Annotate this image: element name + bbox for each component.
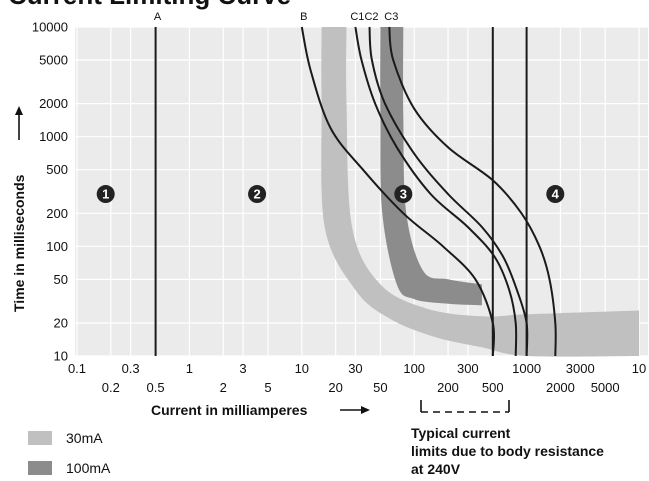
y-tick-label: 5000 (39, 53, 68, 68)
y-tick-labels: 10000 5000 2000 1000 500 200 100 50 20 10 (32, 20, 68, 364)
x-tick-label: 2000 (546, 380, 575, 395)
y-axis-arrow (15, 106, 23, 140)
annotation-line-3: at 240V (411, 461, 461, 477)
legend-label-30ma: 30mA (66, 430, 103, 446)
x-tick-label: 1000 (512, 361, 541, 376)
legend: 30mA 100mA (28, 430, 111, 476)
band-100ma (380, 27, 482, 306)
band-30ma (321, 27, 639, 357)
y-tick-label: 10000 (32, 20, 68, 35)
zone-3-label: 3 (400, 187, 407, 202)
y-tick-label: 100 (46, 239, 68, 254)
x-tick-label: 1 (186, 361, 193, 376)
curve-lines: A B C1 C2 C3 (154, 11, 557, 357)
chart-title: Current Limiting Curve (8, 0, 291, 10)
x-tick-label: 100 (403, 361, 425, 376)
curve-a-label: A (154, 11, 162, 23)
curve-c1-label: C1 (350, 11, 364, 23)
zone-2-label: 2 (253, 187, 260, 202)
x-tick-label: 10 (295, 361, 309, 376)
x-axis-label: Current in milliamperes (151, 402, 308, 418)
curve-c2 (368, 26, 529, 357)
x-tick-label: 5000 (591, 380, 620, 395)
x-tick-label: 50 (373, 380, 387, 395)
x-tick-label: 3000 (566, 361, 595, 376)
x-tick-label: 0.1 (68, 361, 86, 376)
curve-c2-label: C2 (364, 11, 378, 23)
x-tick-label: 0.3 (122, 361, 140, 376)
x-tick-label: 300 (457, 361, 479, 376)
x-tick-label: 30 (348, 361, 362, 376)
y-tick-label: 20 (54, 315, 68, 330)
zone-2-marker (248, 185, 267, 204)
annotation-line-1: Typical current (411, 425, 511, 441)
x-tick-label: 10 (632, 361, 646, 376)
curve-b-label: B (300, 11, 307, 23)
zone-1-marker (96, 185, 115, 204)
curve-b (300, 26, 496, 357)
y-tick-label: 10 (54, 349, 68, 364)
current-bands (321, 27, 639, 357)
y-axis-label: Time in milliseconds (11, 174, 27, 312)
x-tick-labels: 0.1 0.3 1 3 10 30 100 300 1000 3000 10 0.2 0.5 2 5 20 50… (68, 361, 646, 395)
curve-c3-label: C3 (384, 11, 398, 23)
y-tick-label: 50 (54, 272, 68, 287)
legend-swatch-30ma (28, 431, 52, 445)
zone-3-marker (394, 185, 413, 204)
y-tick-label: 2000 (39, 96, 68, 111)
annotation-line-2: limits due to body resistance (411, 443, 604, 459)
curve-c3 (388, 26, 557, 357)
x-tick-label: 2 (220, 380, 227, 395)
legend-label-100ma: 100mA (66, 460, 111, 476)
x-tick-label: 5 (264, 380, 271, 395)
x-tick-label: 20 (328, 380, 342, 395)
x-tick-label: 500 (482, 380, 504, 395)
zone-4-marker (546, 185, 565, 204)
x-axis-arrow (340, 406, 370, 414)
x-tick-label: 3 (239, 361, 246, 376)
x-tick-label: 0.2 (102, 380, 120, 395)
y-tick-label: 500 (46, 162, 68, 177)
zone-1-label: 1 (102, 187, 109, 202)
x-tick-label: 200 (437, 380, 459, 395)
y-tick-label: 200 (46, 206, 68, 221)
zone-4-label: 4 (552, 187, 560, 202)
zone-markers: 1 2 3 4 (96, 185, 565, 204)
y-tick-label: 1000 (39, 129, 68, 144)
curve-c1 (354, 26, 518, 357)
annotation-bracket (420, 400, 510, 413)
legend-swatch-100ma (28, 461, 52, 475)
x-tick-label: 0.5 (147, 380, 165, 395)
